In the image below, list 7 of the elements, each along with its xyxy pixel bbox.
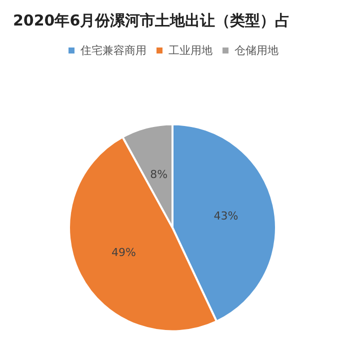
legend-label: 住宅兼容商用 — [80, 44, 146, 57]
chart-title: 2020年6月份漯河市土地出让（类型）占 — [13, 12, 290, 30]
legend-label: 工业用地 — [168, 44, 212, 57]
data-label: 8% — [150, 168, 168, 182]
legend-label: 仓储用地 — [234, 44, 278, 57]
data-label: 43% — [214, 209, 238, 222]
data-label: 49% — [111, 246, 136, 260]
